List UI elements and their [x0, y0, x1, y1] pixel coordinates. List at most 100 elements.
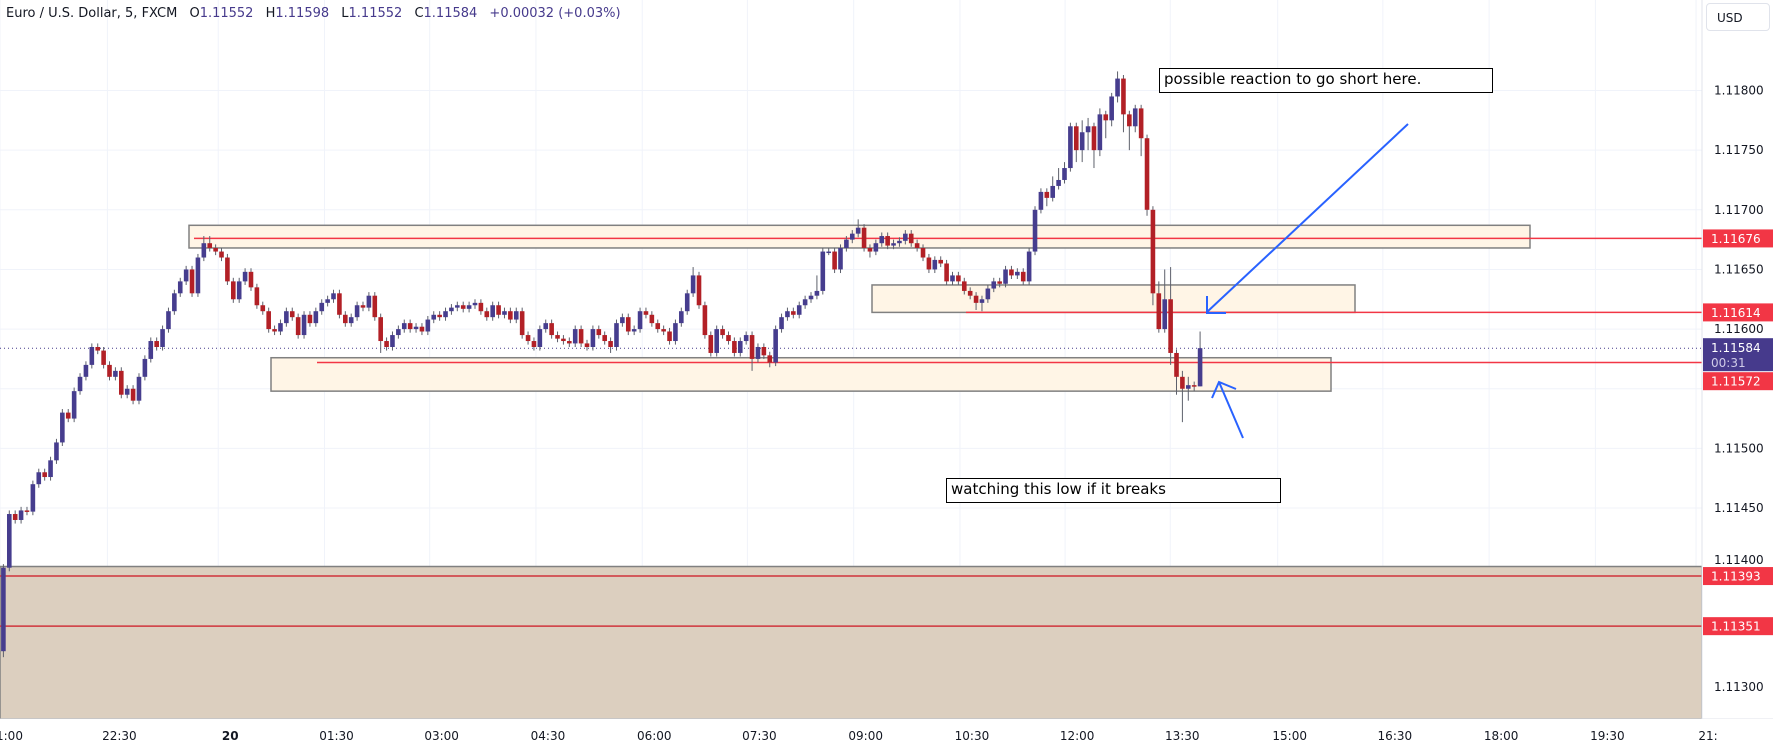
candle-bull [673, 323, 678, 342]
candle-bull [71, 391, 77, 419]
candle-bull [614, 323, 619, 347]
candle-bear [549, 323, 554, 336]
candle-bear [926, 257, 932, 270]
candle-bull [1032, 209, 1038, 252]
candle-bull [325, 299, 330, 303]
candle-bull [590, 329, 596, 347]
candle-bull [183, 269, 189, 282]
price-level-tag [1703, 303, 1773, 322]
time-tick-label: 19:30 [1590, 729, 1625, 743]
candle-bear [1191, 385, 1197, 387]
price-level-tag [1703, 372, 1773, 391]
candle-bear [749, 335, 755, 359]
candle-bull [714, 329, 719, 353]
zone-box [0, 565, 1703, 720]
candle-bull [991, 281, 997, 289]
candle-bear [596, 329, 602, 336]
candle-bull [284, 311, 289, 324]
high-label: H [265, 6, 276, 21]
price-level-tag [1703, 567, 1773, 586]
candle-bear [484, 311, 490, 318]
candle-bull [148, 341, 154, 359]
price-tick-label: 1.11600 [1714, 322, 1764, 336]
candle-bear [938, 259, 944, 264]
candle-bull [543, 323, 549, 330]
candle-bull [1026, 251, 1032, 282]
candle-bear [343, 314, 348, 324]
candle-bull [897, 240, 902, 244]
candle-bear [378, 317, 383, 342]
candle-bull [743, 335, 749, 342]
short-note-annotation[interactable]: possible reaction to go short here. [1159, 68, 1493, 93]
time-tick-label: 1:00 [0, 729, 23, 743]
candle-bull [172, 293, 177, 312]
low-note-annotation[interactable]: watching this low if it breaks [946, 478, 1281, 503]
candle-bear [997, 281, 1002, 284]
candle-bull [36, 472, 42, 485]
candle-bull [513, 311, 519, 320]
candle-bull [413, 326, 419, 330]
open-value: 1.11552 [199, 6, 254, 21]
candle-bull [779, 317, 784, 330]
candle-bull [301, 314, 307, 336]
candle-bear [655, 323, 661, 330]
candle-bear [460, 305, 466, 309]
candle-bear [254, 287, 260, 306]
price-tick-label: 1.11500 [1714, 441, 1764, 455]
price-tick-label: 1.11300 [1714, 680, 1764, 694]
candle-bear [973, 295, 979, 303]
candle-bull [785, 311, 790, 318]
candle-bear [726, 335, 731, 342]
candle-bear [867, 247, 873, 252]
time-tick-label: 15:00 [1272, 729, 1307, 743]
price-tick-label: 1.11650 [1714, 262, 1764, 276]
candle-bull [201, 243, 207, 258]
candle-bull [572, 329, 578, 344]
candle-bull [979, 299, 985, 303]
candle-bear [24, 510, 30, 512]
candle-bull [1185, 385, 1191, 389]
candle-bear [1103, 114, 1109, 121]
candle-bull [431, 314, 437, 320]
candle-bull [166, 311, 171, 330]
time-tick-label: 18:00 [1484, 729, 1519, 743]
current-price-tag [1703, 338, 1773, 372]
current-price-label: 1.11584 [1711, 341, 1761, 355]
candle-bull [773, 329, 778, 363]
candle-bull [1062, 168, 1067, 180]
candle-bull [348, 317, 354, 324]
candle-bull [1038, 191, 1044, 210]
candle-bear [372, 295, 378, 318]
candle-bear [1174, 352, 1179, 377]
candle-bull [502, 311, 507, 315]
time-tick-label: 10:30 [955, 729, 990, 743]
candle-bear [1144, 138, 1150, 210]
candle-bull [1050, 185, 1056, 198]
candle-bear [649, 314, 655, 324]
candle-bull [77, 376, 83, 392]
candle-bull [1097, 114, 1103, 151]
arrow-head [1211, 380, 1237, 399]
candle-bull [620, 317, 625, 324]
candle-bear [525, 335, 531, 342]
candle-bull [396, 329, 401, 336]
candle-bear [337, 293, 342, 315]
candle-bull [425, 319, 431, 332]
candle-bear [767, 355, 773, 363]
candle-bull [802, 299, 808, 306]
candle-bear [307, 314, 313, 324]
candle-bear [119, 370, 124, 395]
candle-bear [272, 329, 277, 332]
candle-bear [561, 338, 566, 342]
candle-bull [1115, 78, 1120, 97]
candle-bear [920, 247, 926, 258]
candle-bear [154, 341, 159, 347]
candle-bull [390, 335, 395, 347]
currency-button[interactable]: USD [1706, 3, 1770, 31]
candle-bull [879, 236, 885, 244]
candle-bull [83, 364, 89, 377]
candle-bear [555, 335, 560, 339]
candle-bull [466, 305, 472, 309]
candle-bear [1091, 126, 1097, 151]
